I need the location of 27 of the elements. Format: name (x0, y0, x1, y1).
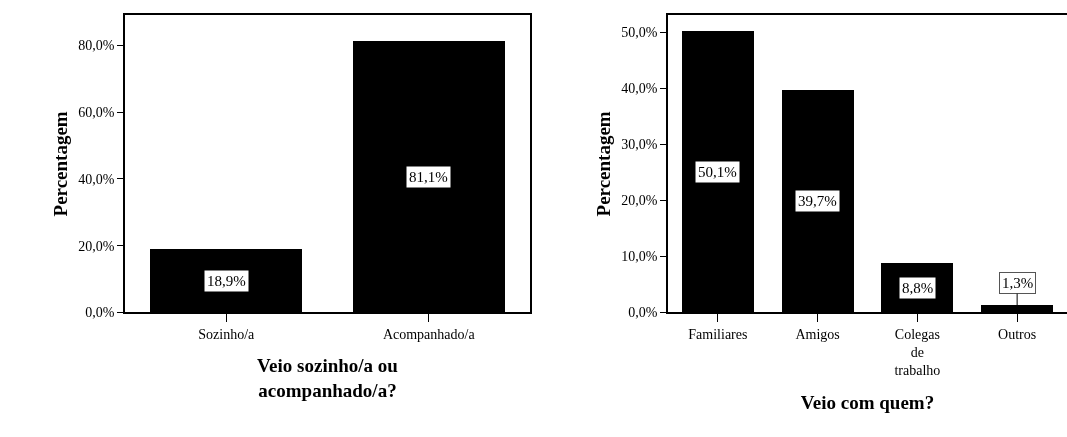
data-label: 18,9% (207, 273, 246, 289)
y-tick-label: 20,0% (78, 238, 115, 254)
data-label: 50,1% (698, 164, 737, 180)
x-tick-label: Colegas de trabalho (894, 327, 941, 379)
y-tick-label: 40,0% (621, 81, 658, 97)
y-tick-label: 40,0% (78, 171, 115, 187)
data-label: 81,1% (409, 169, 448, 185)
y-tick-label: 0,0% (628, 305, 658, 321)
x-tick-label: Acompanhado/a (382, 327, 476, 343)
y-axis-title: Percentagem (592, 111, 614, 217)
x-tick-label: Sozinho/a (198, 327, 256, 343)
y-tick-label: 60,0% (78, 105, 115, 121)
y-tick-label: 0,0% (85, 305, 115, 321)
x-tick-label: Familiares (688, 327, 748, 343)
y-tick-label: 80,0% (78, 38, 115, 54)
y-tick-label: 10,0% (621, 249, 658, 265)
x-tick-label: Amigos (795, 327, 840, 343)
y-tick-label: 50,0% (621, 25, 658, 41)
y-tick-label: 30,0% (621, 137, 658, 153)
x-tick-label: Outros (998, 327, 1037, 343)
y-axis-title: Percentagem (49, 111, 71, 217)
x-axis-title: Veio com quem? (800, 391, 935, 413)
data-label: 39,7% (798, 193, 837, 209)
data-label: 1,3% (1002, 275, 1034, 291)
x-axis-title: Veio sozinho/a ou acompanhado/a? (257, 355, 399, 401)
y-tick-label: 20,0% (621, 193, 658, 209)
data-label: 8,8% (902, 280, 934, 296)
